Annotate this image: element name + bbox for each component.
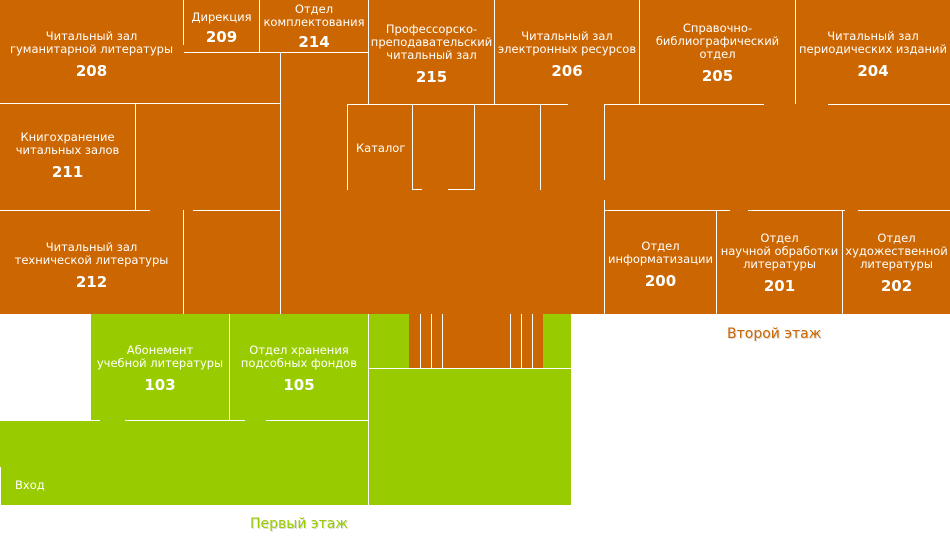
wall: [605, 210, 730, 211]
room-name: Дирекция: [191, 10, 252, 24]
wall: [125, 420, 245, 421]
wall: [795, 0, 796, 104]
room-211[interactable]: Книгохранение читальных залов 211: [0, 130, 135, 182]
room-202[interactable]: Отдел художественной литературы 202: [843, 231, 950, 296]
wall: [183, 210, 184, 314]
wall: [280, 52, 281, 314]
room-number: 211: [51, 163, 84, 181]
room-number: 212: [75, 273, 108, 291]
room-number: 215: [415, 68, 448, 86]
wall: [347, 104, 348, 190]
wall: [494, 0, 495, 104]
wall: [828, 104, 950, 105]
first-floor-entrance-hall: [0, 420, 100, 505]
wall: [0, 467, 1, 505]
wall: [448, 189, 474, 190]
wall: [842, 210, 843, 314]
second-floor-plan: [0, 0, 950, 314]
room-number: 208: [75, 62, 108, 80]
room-215[interactable]: Профессорско- преподавательский читальны…: [369, 22, 494, 87]
room-number: 103: [144, 376, 176, 394]
wall: [135, 104, 136, 210]
wall: [858, 210, 950, 211]
room-number: 209: [205, 28, 238, 46]
room-name: Профессорско- преподавательский читальны…: [370, 22, 493, 62]
room-206[interactable]: Читальный зал электронных ресурсов 206: [495, 29, 639, 81]
wall: [266, 420, 368, 421]
room-name: Отдел комплектования: [263, 2, 365, 29]
room-name: Читальный зал периодических изданий: [799, 29, 947, 56]
wall: [368, 314, 369, 505]
stair-line: [442, 314, 443, 368]
wall: [412, 189, 422, 190]
room-number: 201: [763, 277, 796, 295]
stair-line: [532, 314, 533, 368]
wall: [229, 314, 230, 420]
wall: [184, 52, 368, 53]
room-name: Книгохранение читальных залов: [15, 130, 120, 157]
wall: [368, 0, 369, 104]
room-214[interactable]: Отдел комплектования 214: [260, 2, 368, 52]
wall: [0, 103, 280, 104]
wall: [0, 210, 150, 211]
room-name: Отдел художественной литературы: [845, 231, 948, 271]
room-name: Читальный зал гуманитарной литературы: [9, 29, 174, 56]
room-103[interactable]: Абонемент учебной литературы 103: [91, 343, 229, 395]
room-201[interactable]: Отдел научной обработки литературы 201: [717, 231, 842, 296]
wall: [604, 200, 605, 314]
wall: [259, 0, 260, 52]
wall: [183, 0, 184, 45]
room-name: Отдел научной обработки литературы: [720, 231, 839, 271]
wall: [474, 104, 475, 190]
room-name: Читальный зал технической литературы: [14, 240, 169, 267]
room-number: 214: [298, 33, 330, 51]
stair-line: [420, 314, 421, 368]
wall: [193, 210, 280, 211]
room-number: 202: [880, 277, 913, 295]
room-208[interactable]: Читальный зал гуманитарной литературы 20…: [0, 29, 183, 81]
room-number: 105: [283, 376, 315, 394]
wall: [369, 368, 571, 369]
first-floor-caption[interactable]: Первый этаж: [250, 516, 348, 532]
entrance-label[interactable]: Вход: [15, 478, 45, 492]
wall: [716, 210, 717, 314]
wall: [639, 0, 640, 104]
room-number: 204: [857, 62, 889, 80]
room-name: Справочно- библиографический отдел: [655, 21, 780, 61]
room-number: 200: [644, 272, 677, 290]
wall: [604, 104, 605, 180]
stair-line: [431, 314, 432, 368]
wall: [348, 104, 568, 105]
wall: [540, 104, 541, 190]
wall: [604, 104, 764, 105]
room-name: Отдел информатизации: [608, 239, 713, 266]
room-name: Абонемент учебной литературы: [96, 343, 224, 370]
wall: [0, 420, 100, 421]
wall: [412, 104, 413, 190]
room-105[interactable]: Отдел хранения подсобных фондов 105: [230, 343, 368, 395]
room-204[interactable]: Читальный зал периодических изданий 204: [796, 29, 950, 81]
room-205[interactable]: Справочно- библиографический отдел 205: [640, 21, 795, 86]
stair-line: [521, 314, 522, 368]
second-floor-caption[interactable]: Второй этаж: [727, 326, 822, 342]
room-number: 206: [551, 62, 583, 80]
room-name: Читальный зал электронных ресурсов: [497, 29, 637, 56]
room-name: Отдел хранения подсобных фондов: [240, 343, 358, 370]
catalog-label[interactable]: Каталог: [356, 141, 406, 155]
room-212[interactable]: Читальный зал технической литературы 212: [0, 240, 183, 292]
stair-line: [510, 314, 511, 368]
room-200[interactable]: Отдел информатизации 200: [605, 239, 716, 291]
room-number: 205: [701, 67, 734, 85]
wall: [748, 210, 845, 211]
room-209[interactable]: Дирекция 209: [184, 10, 259, 47]
stairwell: [409, 314, 543, 368]
